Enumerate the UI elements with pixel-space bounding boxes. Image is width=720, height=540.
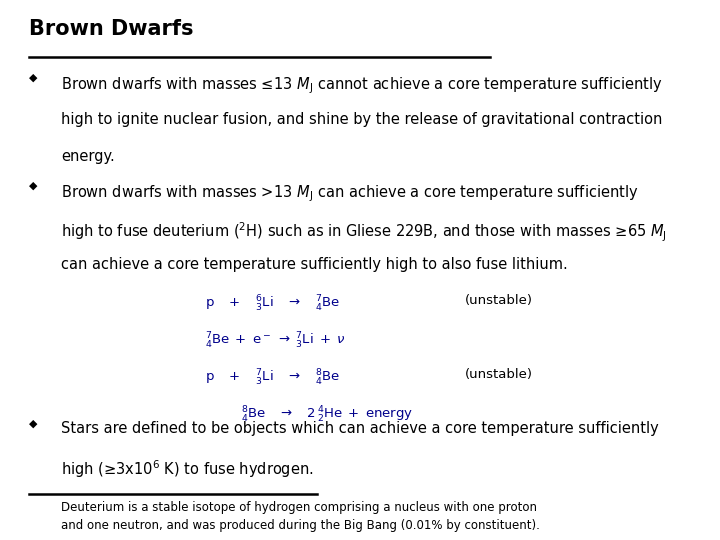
Text: Brown dwarfs with masses ≤13 $\mathit{M}_\mathrm{J}$ cannot achieve a core tempe: Brown dwarfs with masses ≤13 $\mathit{M}… [61, 76, 662, 96]
Text: ${}^7_4\mathrm{Be}\;+\;\mathrm{e}^-\;\rightarrow\;{}^7_3\mathrm{Li}\;+\;\nu$: ${}^7_4\mathrm{Be}\;+\;\mathrm{e}^-\;\ri… [205, 331, 346, 351]
Text: Deuterium is a stable isotope of hydrogen comprising a nucleus with one proton: Deuterium is a stable isotope of hydroge… [61, 501, 537, 514]
Text: and one neutron, and was produced during the Big Bang (0.01% by constituent).: and one neutron, and was produced during… [61, 519, 540, 532]
Text: ◆: ◆ [29, 73, 37, 83]
Text: ◆: ◆ [29, 181, 37, 191]
Text: can achieve a core temperature sufficiently high to also fuse lithium.: can achieve a core temperature sufficien… [61, 257, 568, 272]
Text: ◆: ◆ [29, 418, 37, 429]
Text: Brown dwarfs with masses >13 $\mathit{M}_\mathrm{J}$ can achieve a core temperat: Brown dwarfs with masses >13 $\mathit{M}… [61, 184, 639, 204]
Text: high (≥3x10$^6$ K) to fuse hydrogen.: high (≥3x10$^6$ K) to fuse hydrogen. [61, 458, 314, 480]
Text: high to fuse deuterium ($^2$H) such as in Gliese 229B, and those with masses ≥65: high to fuse deuterium ($^2$H) such as i… [61, 220, 667, 244]
Text: (unstable): (unstable) [464, 368, 532, 381]
Text: $\mathrm{p}\quad+\quad{}^6_3\mathrm{Li}\quad\rightarrow\quad{}^7_4\mathrm{Be}$: $\mathrm{p}\quad+\quad{}^6_3\mathrm{Li}\… [205, 294, 340, 314]
Text: Stars are defined to be objects which can achieve a core temperature sufficientl: Stars are defined to be objects which ca… [61, 421, 659, 436]
Text: (unstable): (unstable) [464, 294, 532, 307]
Text: Brown Dwarfs: Brown Dwarfs [29, 19, 193, 39]
Text: $\mathrm{p}\quad+\quad{}^7_3\mathrm{Li}\quad\rightarrow\quad{}^8_4\mathrm{Be}$: $\mathrm{p}\quad+\quad{}^7_3\mathrm{Li}\… [205, 368, 340, 388]
Text: high to ignite nuclear fusion, and shine by the release of gravitational contrac: high to ignite nuclear fusion, and shine… [61, 112, 662, 127]
Text: energy.: energy. [61, 149, 115, 164]
Text: ${}^8_4\mathrm{Be}\quad\rightarrow\quad2\,{}^4_2\mathrm{He}\;+\;\mathrm{energy}$: ${}^8_4\mathrm{Be}\quad\rightarrow\quad2… [241, 404, 413, 424]
